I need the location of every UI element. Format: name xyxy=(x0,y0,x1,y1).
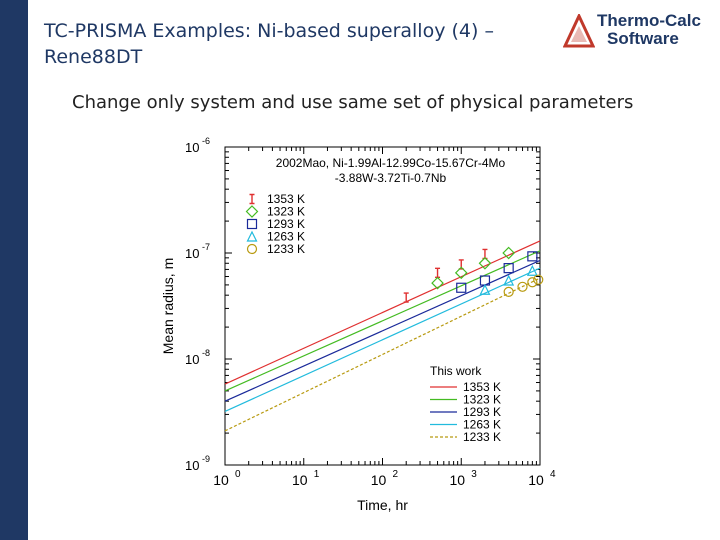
data-point xyxy=(478,256,492,270)
model-legend-label: 1233 K xyxy=(463,430,501,444)
series-line-1353-K xyxy=(224,240,541,385)
data-point xyxy=(403,292,409,303)
y-tick-label: 10 xyxy=(185,458,199,473)
logo-line1: Thermo-Calc xyxy=(597,11,701,30)
legend-label: 1293 K xyxy=(267,217,305,231)
slide-title: TC-PRISMA Examples: Ni-based superalloy … xyxy=(44,18,554,70)
logo-line2: Software xyxy=(607,29,679,48)
series-line-1293-K xyxy=(224,259,541,402)
logo-triangle-icon xyxy=(563,14,595,48)
x-tick-label: 10 xyxy=(371,472,387,488)
model-legend-label: 1263 K xyxy=(463,418,501,432)
data-point xyxy=(454,266,468,280)
legend-marker xyxy=(245,205,259,218)
y-tick-label-exponent: -6 xyxy=(202,136,210,146)
data-point xyxy=(533,274,544,285)
legend-marker xyxy=(249,193,255,205)
legend-label: 1323 K xyxy=(267,205,305,219)
annotation-line1: 2002Mao, Ni-1.99Al-12.99Co-15.67Cr-4Mo xyxy=(276,156,506,170)
annotation-line2: -3.88W-3.72Ti-0.7Nb xyxy=(335,171,447,185)
model-legend-label: 1323 K xyxy=(463,393,501,407)
series-line-1263-K xyxy=(224,267,541,413)
slide-title-line1: TC-PRISMA Examples: Ni-based superalloy … xyxy=(44,20,494,42)
data-point xyxy=(526,264,538,276)
x-tick-label-exponent: 3 xyxy=(471,469,477,480)
data-point xyxy=(456,282,467,293)
y-tick-label-exponent: -9 xyxy=(202,454,210,464)
legend-marker xyxy=(246,230,258,242)
x-tick-label: 10 xyxy=(528,472,544,488)
x-tick-label: 10 xyxy=(213,472,229,488)
model-legend-label: 1353 K xyxy=(463,380,501,394)
data-point xyxy=(502,246,516,260)
logo-text: Thermo-Calc Software xyxy=(597,12,701,48)
data-point xyxy=(431,276,444,290)
data-point xyxy=(527,277,538,288)
left-accent-bar xyxy=(0,0,28,540)
data-point xyxy=(479,283,491,295)
data-point xyxy=(517,281,528,292)
x-axis-label: Time, hr xyxy=(357,497,408,513)
y-tick-label-exponent: -8 xyxy=(202,348,210,358)
x-tick-label-exponent: 2 xyxy=(393,469,399,480)
y-tick-label-exponent: -7 xyxy=(202,242,210,252)
slide-title-line2: Rene88DT xyxy=(44,46,143,68)
x-tick-label-exponent: 1 xyxy=(314,469,320,480)
legend-label: 1233 K xyxy=(267,242,305,256)
legend-label: 1263 K xyxy=(267,230,305,244)
x-tick-label: 10 xyxy=(292,472,308,488)
y-tick-label: 10 xyxy=(185,246,199,261)
slide-subtitle: Change only system and use same set of p… xyxy=(72,92,634,113)
data-point xyxy=(503,274,515,286)
y-tick-label: 10 xyxy=(185,140,199,155)
model-legend-label: 1293 K xyxy=(463,405,501,419)
legend-marker xyxy=(246,218,258,230)
y-axis-label: Mean radius, m xyxy=(160,258,176,354)
series-line-1233-K xyxy=(224,277,541,432)
data-point xyxy=(527,251,538,262)
series-line-1323-K xyxy=(224,250,541,392)
thermo-calc-logo: Thermo-Calc Software xyxy=(563,10,713,54)
data-point xyxy=(503,286,514,297)
y-tick-label: 10 xyxy=(185,352,199,367)
data-point xyxy=(503,263,514,274)
x-tick-label: 10 xyxy=(449,472,465,488)
legend-marker xyxy=(246,243,258,255)
model-legend-title: This work xyxy=(430,364,482,378)
x-tick-label-exponent: 4 xyxy=(550,469,556,480)
data-point xyxy=(435,267,441,279)
legend-label: 1353 K xyxy=(267,192,305,206)
x-tick-label-exponent: 0 xyxy=(235,469,241,480)
